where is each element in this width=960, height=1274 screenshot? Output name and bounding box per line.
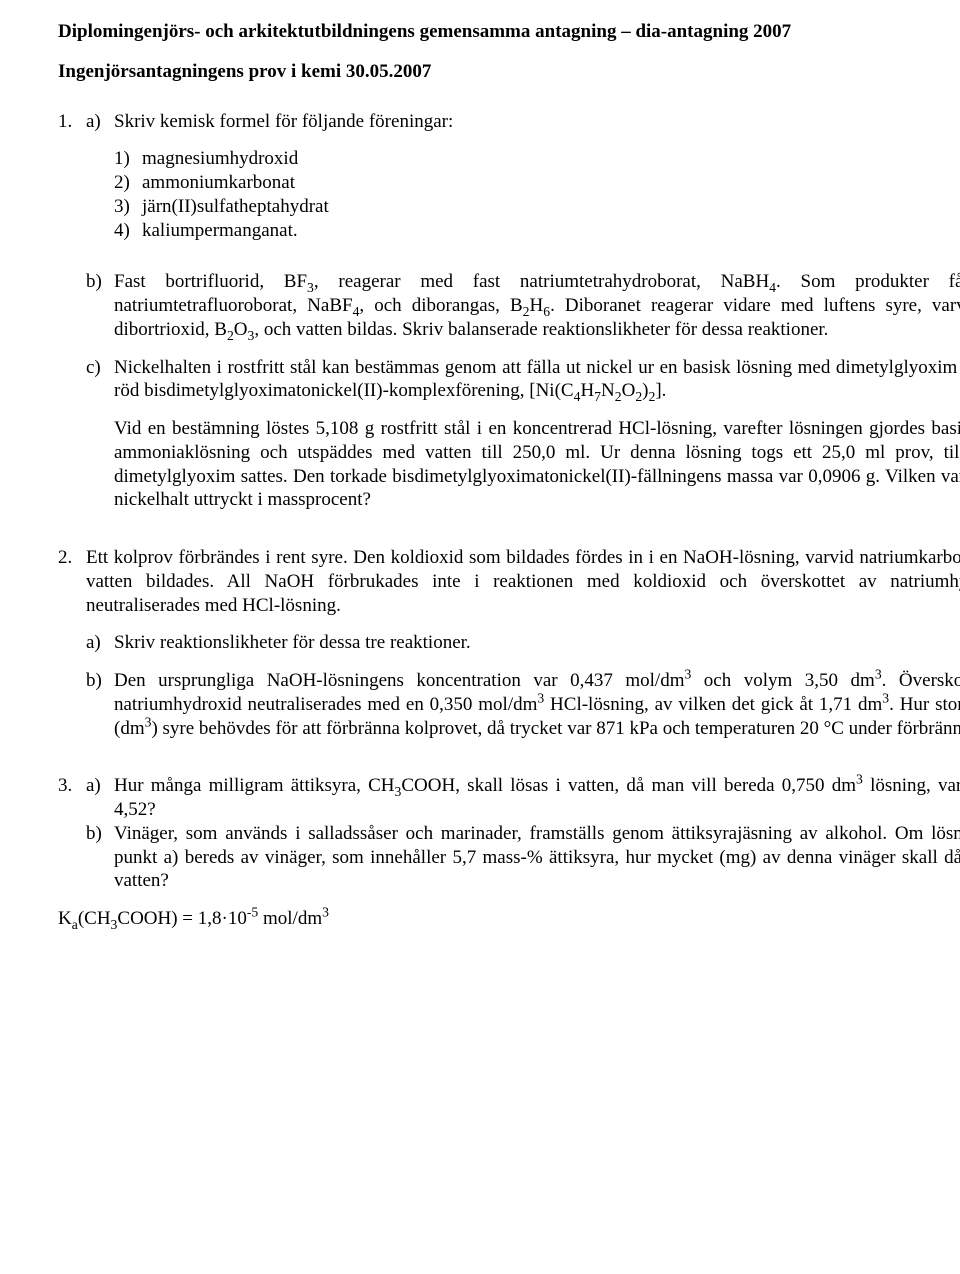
question-3: 3. a) Hur många milligram ättiksyra, CH3…	[58, 774, 960, 931]
q3a-text: Hur många milligram ättiksyra, CH3COOH, …	[114, 774, 960, 822]
header-line-1: Diplomingenjörs- och arkitektutbildninge…	[58, 20, 960, 44]
q2b-label: b)	[86, 669, 114, 693]
q2a-text: Skriv reaktionslikheter för dessa tre re…	[114, 631, 960, 655]
q1a-3-t: järn(II)sulfatheptahydrat	[142, 195, 329, 219]
q1a-2-n: 2)	[114, 171, 142, 195]
q2b-text: Den ursprungliga NaOH-lösningens koncent…	[114, 669, 960, 740]
q3-part-a: a) Hur många milligram ättiksyra, CH3COO…	[86, 774, 960, 822]
q1a-2-t: ammoniumkarbonat	[142, 171, 295, 195]
q1b-label: b)	[86, 270, 114, 294]
q3a-label: a)	[86, 774, 114, 798]
q2a-label: a)	[86, 631, 114, 655]
q3-number: 3.	[58, 774, 86, 798]
q1b-text: Fast bortrifluorid, BF3, reagerar med fa…	[114, 270, 960, 341]
q1-part-c: c) Nickelhalten i rostfritt stål kan bes…	[86, 356, 960, 513]
q3b-label: b)	[86, 822, 114, 846]
q1a-label: a)	[86, 110, 114, 134]
q3-ka-line: Ka(CH3COOH) = 1,8·10-5 mol/dm3	[58, 907, 960, 931]
q1a-3-n: 3)	[114, 195, 142, 219]
q1a-1-n: 1)	[114, 147, 142, 171]
q1a-4-n: 4)	[114, 219, 142, 243]
q1a-1-t: magnesiumhydroxid	[142, 147, 298, 171]
q1-number: 1.	[58, 110, 86, 134]
question-1: 1. a) Skriv kemisk formel för följande f…	[58, 110, 960, 513]
q1c-label: c)	[86, 356, 114, 380]
q2-part-b: b) Den ursprungliga NaOH-lösningens konc…	[86, 669, 960, 740]
q1-part-b: b) Fast bortrifluorid, BF3, reagerar med…	[86, 270, 960, 341]
q2-part-a: a) Skriv reaktionslikheter för dessa tre…	[86, 631, 960, 655]
q3-part-b: b) Vinäger, som används i salladssåser o…	[86, 822, 960, 893]
q3b-text: Vinäger, som används i salladssåser och …	[114, 822, 960, 893]
q1-part-a: a) Skriv kemisk formel för följande före…	[86, 110, 960, 257]
q1a-4-t: kaliumpermanganat.	[142, 219, 298, 243]
q1a-list: 1)magnesiumhydroxid 2)ammoniumkarbonat 3…	[114, 147, 960, 242]
q2-intro: Ett kolprov förbrändes i rent syre. Den …	[86, 546, 960, 617]
q1c-p1: Nickelhalten i rostfritt stål kan bestäm…	[114, 356, 960, 404]
q2-number: 2.	[58, 546, 86, 570]
q1c-p2: Vid en bestämning löstes 5,108 g rostfri…	[114, 417, 960, 512]
q1a-lead: Skriv kemisk formel för följande förenin…	[114, 110, 960, 134]
question-2: 2. Ett kolprov förbrändes i rent syre. D…	[58, 546, 960, 740]
header-line-2: Ingenjörsantagningens prov i kemi 30.05.…	[58, 60, 960, 84]
